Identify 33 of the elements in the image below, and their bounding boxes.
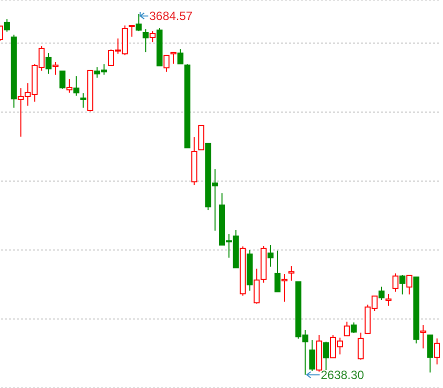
annotation: 3684.57 — [149, 8, 193, 23]
candlestick — [420, 324, 426, 349]
candlestick — [142, 28, 149, 53]
annotation: 2638.30 — [320, 368, 364, 382]
candlestick — [80, 92, 86, 108]
candlestick — [52, 62, 58, 76]
candlestick — [177, 48, 184, 64]
candlestick — [427, 334, 434, 373]
candlestick — [274, 250, 280, 292]
candlestick — [46, 52, 52, 74]
candlestick — [350, 322, 357, 334]
candlestick — [150, 30, 156, 43]
candlestick — [434, 338, 440, 365]
candlestick — [66, 78, 72, 94]
candlestick — [378, 286, 385, 301]
candlestick — [59, 70, 66, 90]
candlestick — [4, 18, 10, 32]
candlestick — [170, 52, 176, 64]
candlestick — [344, 321, 350, 336]
candlestick — [386, 294, 392, 306]
candlestick — [309, 340, 316, 372]
candlestick — [288, 266, 294, 282]
candlestick — [358, 332, 364, 360]
candlestick — [164, 54, 170, 72]
candlestick — [281, 274, 288, 302]
candlestick — [268, 244, 274, 268]
candlestick — [136, 13, 142, 32]
candlestick — [323, 341, 330, 371]
candlestick — [128, 24, 135, 38]
candlestick — [406, 274, 412, 295]
candlestick — [73, 76, 80, 96]
candlestick — [399, 274, 406, 295]
candlestick — [392, 272, 398, 292]
